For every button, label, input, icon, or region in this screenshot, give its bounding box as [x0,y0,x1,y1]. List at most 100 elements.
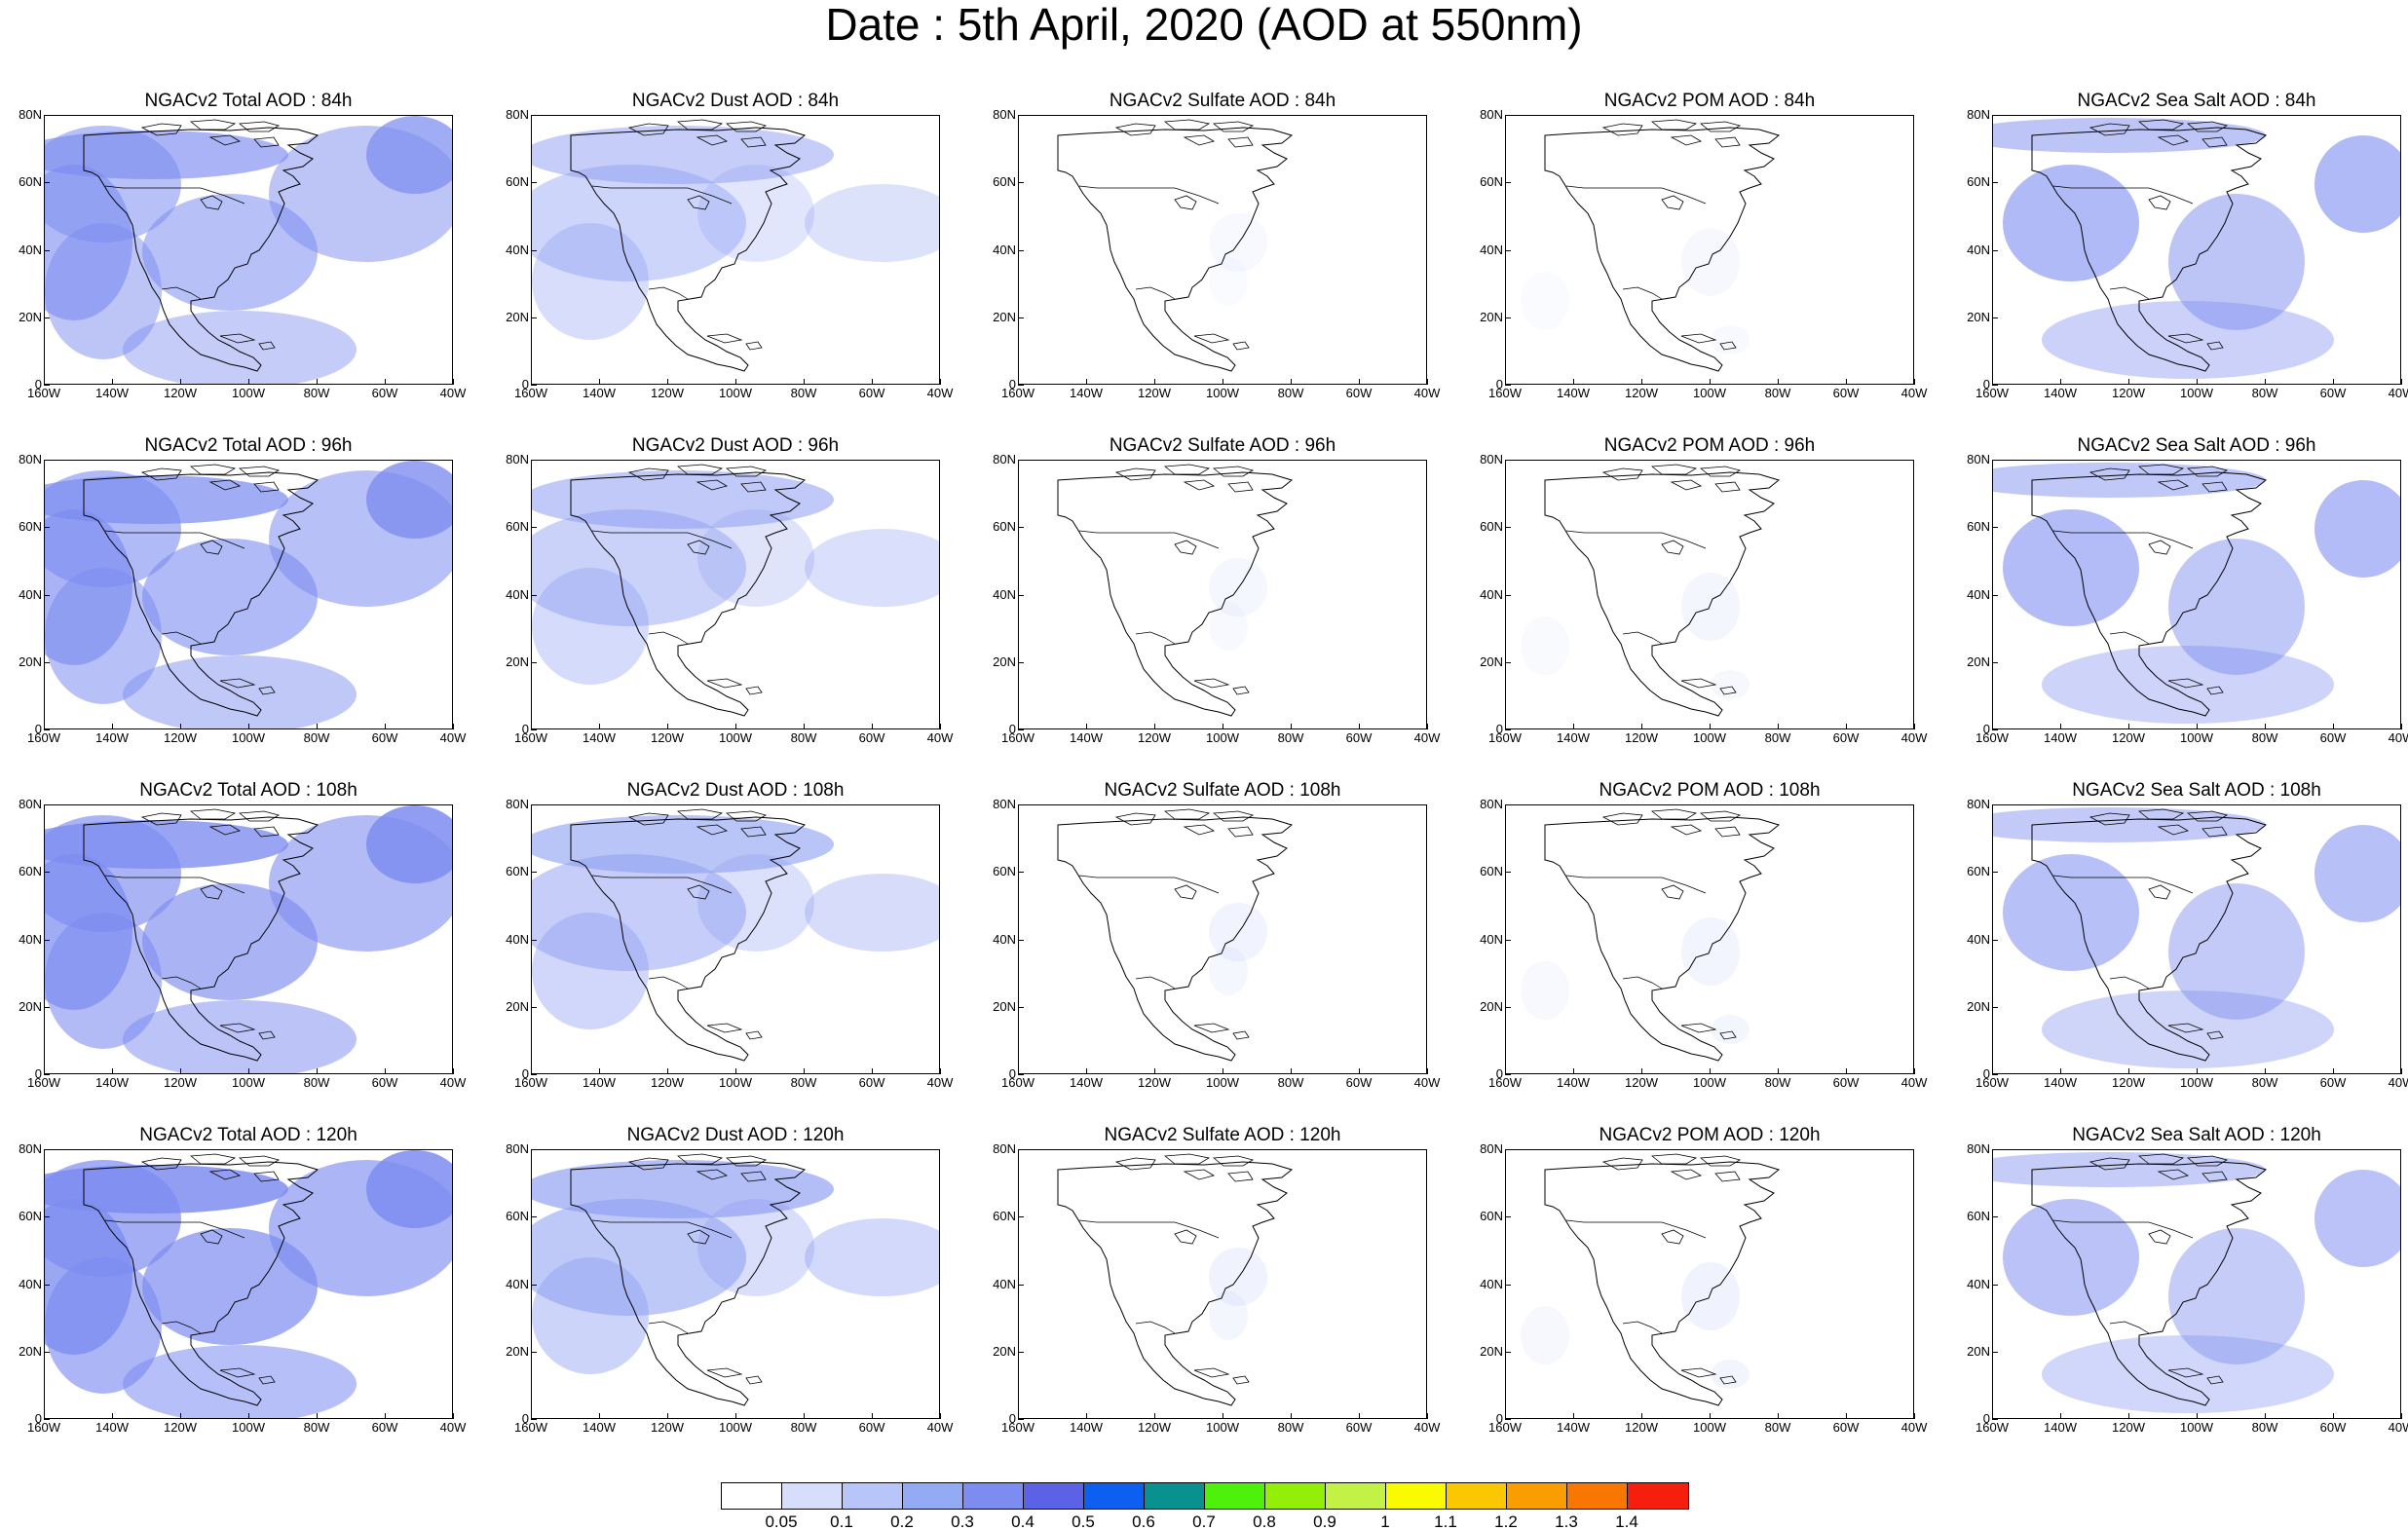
country-border [1078,530,1220,549]
lon-label: 120W [2112,1075,2145,1090]
lon-tick [248,1068,249,1074]
aod-blob [1711,1360,1750,1389]
lon-tick [1359,1413,1360,1419]
lon-label: 40W [1900,386,1928,400]
lon-label: 100W [1693,386,1726,400]
lat-tick [1992,661,1998,663]
aod-blob [697,509,814,607]
lon-label: 100W [1693,1420,1726,1435]
lon-tick [2128,1068,2129,1074]
lon-tick [1641,1413,1642,1419]
lon-label: 140W [1557,1075,1590,1090]
lon-tick [1710,1413,1711,1419]
panel-title: NGACv2 Dust AOD : 120h [626,1125,845,1145]
lat-label: 60N [1967,1209,1990,1224]
lon-label: 160W [514,730,547,745]
lat-tick [1018,1216,1024,1218]
lat-tick [1992,1284,1998,1286]
lat-tick [1992,182,1998,184]
island-outline [1680,1367,1717,1378]
map-frame [1992,460,2401,729]
lat-tick [1505,729,1511,730]
lon-tick [1846,724,1847,729]
aod-blob [532,1199,746,1316]
lat-tick [1992,1006,1998,1008]
lat-label: 0 [34,1066,42,1081]
lat-tick [44,385,50,386]
island-outline [189,1153,237,1165]
lon-label: 80W [790,1075,817,1090]
island-outline [676,119,724,131]
colorbar-swatch [1145,1483,1205,1509]
aod-blob [1209,947,1248,995]
lat-tick [1018,317,1024,318]
lon-tick [804,724,805,729]
lat-tick [1992,729,1998,730]
island-outline [687,540,710,555]
lon-label: 160W [1001,730,1035,745]
country-border [2052,875,2194,894]
island-outline [2186,466,2229,477]
lon-tick [1086,1068,1087,1074]
country-border [1622,286,1663,300]
lon-tick [599,1413,600,1419]
island-outline [200,540,223,555]
lon-tick [531,1413,532,1419]
lon-tick [667,379,668,385]
lat-label: 40N [19,1276,42,1291]
lon-label: 40W [2388,1420,2408,1435]
lat-label: 40N [19,242,42,257]
lon-tick [453,1068,454,1074]
lon-tick [248,724,249,729]
country-border [161,631,202,645]
lat-tick [1018,1351,1024,1353]
island-outline [2201,1171,2228,1182]
panel-title: NGACv2 Total AOD : 96h [144,435,353,456]
lon-tick [599,1068,600,1074]
aod-map [1521,808,1781,1062]
lon-label: 160W [514,1420,547,1435]
lon-label: 60W [858,386,885,400]
lat-tick [1505,1351,1511,1353]
island-outline [1232,686,1250,695]
colorbar-label: 1.1 [1434,1512,1457,1531]
island-outline [1174,540,1197,555]
lon-label: 140W [2044,730,2077,745]
island-outline [706,1023,743,1033]
lon-tick [2060,1413,2061,1419]
lat-tick [1505,115,1511,116]
coastline [1544,1161,1781,1406]
lon-tick [112,1068,113,1074]
lon-tick [940,379,941,385]
lon-tick [1359,724,1360,729]
lat-tick [531,661,537,663]
lon-label: 80W [1277,1420,1304,1435]
lon-label: 60W [1832,1420,1860,1435]
island-outline [1714,481,1741,493]
lon-label: 140W [2044,386,2077,400]
island-outline [1714,1171,1741,1182]
lon-tick [735,724,736,729]
lon-label: 60W [1345,1420,1373,1435]
aod-blob [2042,301,2334,379]
island-outline [2206,1375,2224,1385]
lon-label: 40W [2388,1075,2408,1090]
lat-label: 60N [506,1209,529,1224]
island-outline [140,467,182,481]
lat-label: 20N [19,1343,42,1359]
lon-label: 80W [1277,1075,1304,1090]
lat-tick [1018,527,1024,529]
lat-label: 40N [506,586,529,602]
map-frame [1018,1149,1427,1419]
island-outline [258,1375,276,1385]
aod-blob [1711,325,1750,355]
map-panel-sulfate-0: NGACv2 Sulfate AOD : 84h 80N 60N 40N 20N 0 160… [989,91,1476,402]
island-outline [745,686,763,695]
lon-tick [1505,1413,1506,1419]
lon-label: 80W [1764,1075,1791,1090]
lon-tick [1914,724,1915,729]
lat-tick [1505,182,1511,184]
lon-tick [1778,724,1779,729]
lon-label: 100W [1206,730,1239,745]
panel-title: NGACv2 Dust AOD : 96h [631,435,840,456]
